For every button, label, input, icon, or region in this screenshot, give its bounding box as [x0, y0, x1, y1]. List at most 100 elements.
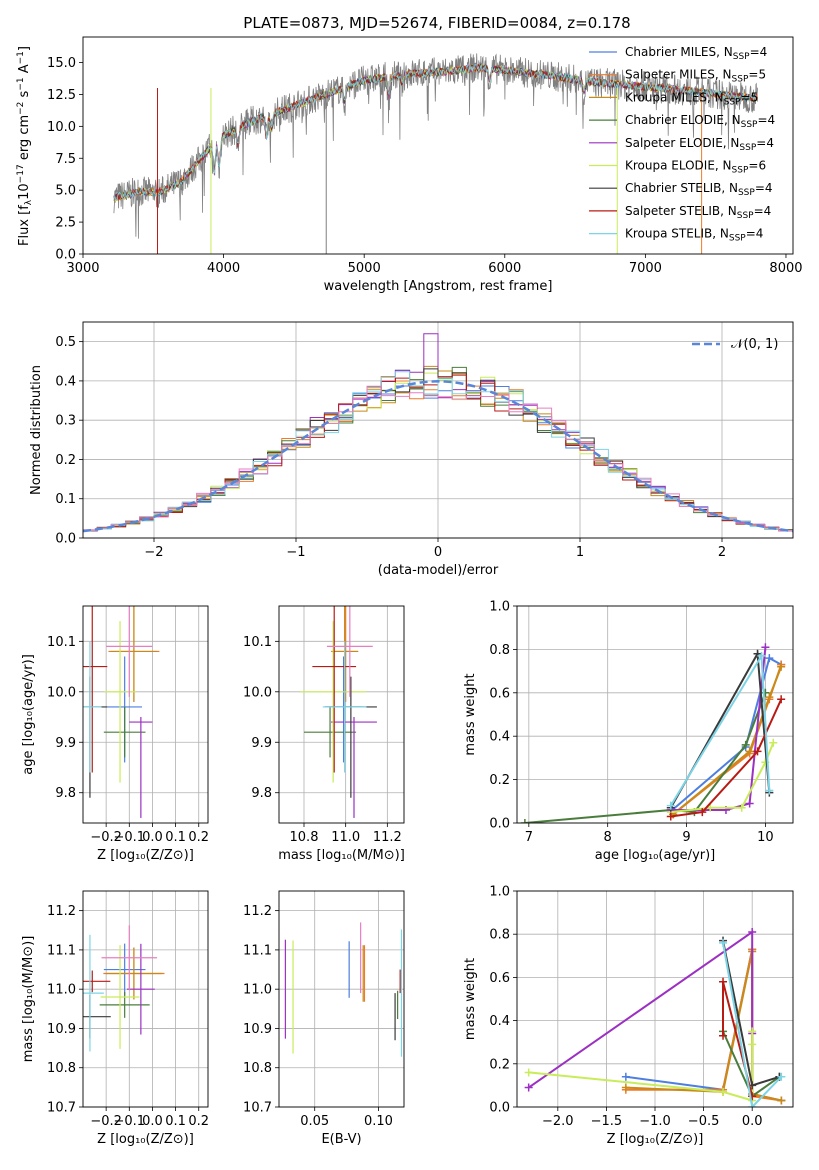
y-axis-label-part: −17	[16, 164, 26, 183]
legend-entry-name: Salpeter ELODIE, N	[625, 136, 739, 150]
y-axis-label-part: −2	[16, 102, 26, 115]
plot-area	[83, 333, 793, 533]
y-tick-label: 10.0	[243, 685, 272, 700]
y-axis-label-part: s	[17, 90, 32, 101]
y-tick-label: 0.8	[489, 643, 510, 658]
x-tick-label: 5000	[348, 261, 381, 276]
x-tick-label: −0.1	[114, 1114, 146, 1129]
y-tick-label: 11.0	[47, 983, 76, 998]
y-axis-label-part: ]	[17, 46, 32, 51]
residual-histogram	[83, 385, 793, 532]
x-tick-label: 1	[576, 545, 584, 560]
y-tick-label: 0.4	[489, 730, 510, 745]
y-axis-label-part: 10	[17, 183, 32, 200]
plot-area	[520, 643, 786, 823]
legend-entry: 𝒩(0, 1)	[731, 337, 778, 352]
y-tick-label: 2.5	[55, 216, 76, 231]
plot-area	[284, 922, 403, 1057]
axes-frame	[516, 605, 794, 824]
y-tick-label: 1.0	[489, 600, 510, 615]
legend-entry: Kroupa ELODIE, NSSP=6	[625, 159, 766, 176]
y-tick-label: 0.5	[55, 335, 76, 350]
track-marker	[757, 651, 766, 660]
y-axis-label: mass weight	[463, 673, 478, 755]
x-tick-label: 7	[525, 830, 533, 845]
track-marker	[719, 1031, 728, 1040]
mass-vs-metallicity-panel: −0.2−0.10.0 0.1 0.2 10.7 10.8 10.9 11.0 11.1 11.…	[21, 890, 209, 1147]
track-marker	[524, 1068, 533, 1077]
y-axis-label: mass weight	[463, 958, 478, 1040]
x-tick-label: 0.1	[165, 1114, 186, 1129]
y-axis-label: Normed distribution	[29, 365, 44, 495]
legend-entry-value: =5	[748, 68, 766, 82]
track-marker	[748, 1027, 757, 1036]
age-vs-metallicity-panel: −0.2−0.10.0 0.1 0.2 9.8 9.9 10.0 10.1 Z [log₁₀(…	[21, 605, 209, 863]
x-tick-label: 0.05	[300, 1114, 329, 1129]
normal-curve	[83, 380, 793, 533]
x-tick-label: 0.2	[188, 830, 209, 845]
y-tick-label: 10.1	[47, 635, 76, 650]
legend-entry-name: Chabrier STELIB, N	[625, 181, 738, 195]
x-tick-label: 10	[757, 830, 774, 845]
axes-frame	[278, 605, 405, 824]
y-axis-label-part: Flux [f	[17, 205, 32, 246]
y-tick-label: 9.9	[55, 736, 76, 751]
x-tick-label: 8	[604, 830, 612, 845]
legend-entry: Salpeter ELODIE, NSSP=4	[625, 136, 774, 153]
legend-entry-value: =4	[756, 136, 774, 150]
model-spectrum-line	[113, 64, 758, 200]
y-tick-label: 7.5	[55, 152, 76, 167]
y-axis-label: mass [log₁₀(M/M⊙)]	[21, 936, 36, 1063]
y-tick-label: 0.0	[489, 817, 510, 832]
track-marker	[621, 1072, 630, 1081]
legend-entry-name: Chabrier ELODIE, N	[625, 113, 741, 127]
track-marker	[765, 786, 774, 795]
axes-frame	[82, 36, 794, 255]
x-tick-label: 0.1	[165, 830, 186, 845]
x-tick-label: 0.10	[364, 1114, 393, 1129]
legend-entry-sub: SSP	[738, 188, 755, 198]
x-tick-label: −1.5	[591, 1114, 623, 1129]
track-marker	[737, 803, 746, 812]
legend-entry-sub: SSP	[732, 166, 749, 176]
x-tick-label: −0.2	[90, 1114, 122, 1129]
x-axis-label: Z [log₁₀(Z/Z⊙)]	[607, 1132, 704, 1147]
plot-area	[299, 606, 377, 818]
y-axis-label: age [log₁₀(age/yr)]	[21, 654, 36, 775]
y-axis-label-part: −1	[16, 77, 26, 90]
axes-frame	[82, 890, 209, 1108]
y-tick-label: 0.2	[55, 453, 76, 468]
axes-frame	[82, 605, 209, 824]
y-axis-label-part: erg cm	[17, 115, 32, 164]
legend-entry: Salpeter STELIB, NSSP=4	[625, 204, 771, 221]
track-marker	[621, 1083, 630, 1092]
y-tick-label: 0.6	[489, 686, 510, 701]
y-tick-label: 0.4	[489, 1014, 510, 1029]
legend-entry-name: Kroupa ELODIE, N	[625, 159, 732, 173]
x-tick-label: 10.8	[290, 830, 319, 845]
x-tick-label: 3000	[66, 261, 99, 276]
track-marker	[748, 928, 757, 937]
y-tick-label: 15.0	[47, 56, 76, 71]
x-axis-label: (data-model)/error	[378, 563, 499, 578]
y-tick-label: 0.0	[489, 1101, 510, 1116]
residual-histogram	[83, 371, 793, 531]
track-marker	[777, 662, 786, 671]
axes-frame	[516, 890, 794, 1108]
x-tick-label: −2	[144, 545, 163, 560]
track-marker	[777, 1072, 786, 1081]
mass-weight-track	[672, 666, 783, 816]
y-tick-label: 10.9	[47, 1022, 76, 1037]
track-marker	[765, 654, 774, 663]
x-axis-label: Z [log₁₀(Z/Z⊙)]	[97, 1132, 194, 1147]
legend-entry: Chabrier STELIB, NSSP=4	[625, 181, 773, 198]
y-axis-label-part: −1	[16, 51, 26, 64]
legend-entry-sub: SSP	[741, 120, 758, 130]
y-tick-label: 10.8	[47, 1061, 76, 1076]
y-tick-label: 10.8	[243, 1061, 272, 1076]
track-marker	[777, 1096, 786, 1105]
legend-entry-name: Kroupa MILES, N	[625, 90, 724, 104]
x-tick-label: 0.2	[188, 1114, 209, 1129]
track-marker	[666, 812, 675, 821]
